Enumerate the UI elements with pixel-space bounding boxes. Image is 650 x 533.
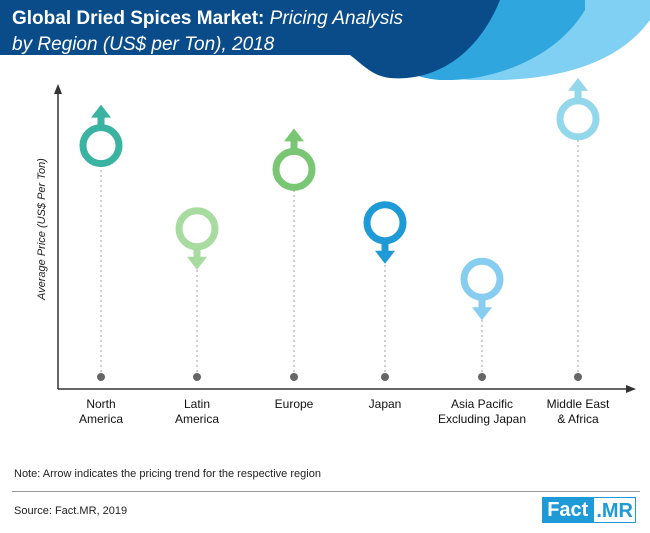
category-label-line: Japan: [369, 397, 402, 411]
factmr-logo: Fact .MR: [542, 497, 636, 523]
baseline-dot: [193, 373, 201, 381]
category-label-line: Middle East: [547, 397, 610, 411]
chart-title: Global Dried Spices Market: Pricing Anal…: [12, 6, 403, 58]
price-ring-marker: [79, 124, 123, 168]
price-ring-marker: [556, 97, 600, 141]
category-label: Asia Pacific Excluding Japan: [438, 397, 526, 426]
chart-note: Note: Arrow indicates the pricing trend …: [14, 468, 321, 480]
trend-down-arrow: [375, 250, 395, 264]
category-label-line: Latin: [184, 397, 210, 411]
trend-up-arrow: [284, 128, 304, 142]
trend-stem: [193, 248, 201, 258]
pricing-chart: Average Price (US$ Per Ton) North America…: [36, 77, 636, 426]
trend-down-arrow: [472, 307, 492, 321]
trend-stem: [574, 89, 582, 99]
logo-mr: .MR: [593, 497, 636, 523]
title-sub-line2: by Region (US$ per Ton), 2018: [12, 34, 275, 55]
trend-stem: [290, 140, 298, 150]
category-label-line: & Africa: [557, 412, 599, 426]
price-ring-marker: [175, 207, 219, 251]
baseline-dot: [381, 373, 389, 381]
baseline-dot: [290, 373, 298, 381]
title-sub-line1: Pricing Analysis: [269, 8, 404, 29]
category-label: Middle East & Africa: [547, 397, 610, 426]
trend-up-arrow: [568, 77, 588, 91]
header-banner: [0, 0, 650, 80]
trend-stem: [381, 242, 389, 252]
x-axis-arrow: [626, 385, 636, 393]
category-label: Europe: [275, 397, 314, 411]
y-axis-arrow: [54, 84, 62, 94]
trend-down-arrow: [187, 256, 207, 270]
category-label: Japan: [369, 397, 402, 411]
price-ring-marker: [460, 257, 504, 301]
trend-up-arrow: [91, 104, 111, 118]
logo-fact: Fact: [542, 497, 594, 523]
category-label-line: Europe: [275, 397, 314, 411]
trend-stem: [97, 116, 105, 126]
category-label-line: North: [86, 397, 115, 411]
y-axis-label: Average Price (US$ Per Ton): [36, 158, 48, 301]
title-main: Global Dried Spices Market:: [12, 8, 265, 29]
trend-stem: [478, 299, 486, 309]
category-label: North America: [79, 397, 123, 426]
footer-divider: [12, 491, 640, 492]
category-label-line: America: [79, 412, 123, 426]
category-label-line: Asia Pacific: [451, 397, 513, 411]
category-label-line: America: [175, 412, 219, 426]
category-label: Latin America: [175, 397, 219, 426]
baseline-dot: [574, 373, 582, 381]
category-label-line: Excluding Japan: [438, 412, 526, 426]
source-text: Source: Fact.MR, 2019: [14, 505, 128, 517]
price-ring-marker: [363, 201, 407, 245]
baseline-dot: [97, 373, 105, 381]
price-ring-marker: [272, 147, 316, 191]
baseline-dot: [478, 373, 486, 381]
banner-wave-dark: [0, 0, 500, 79]
